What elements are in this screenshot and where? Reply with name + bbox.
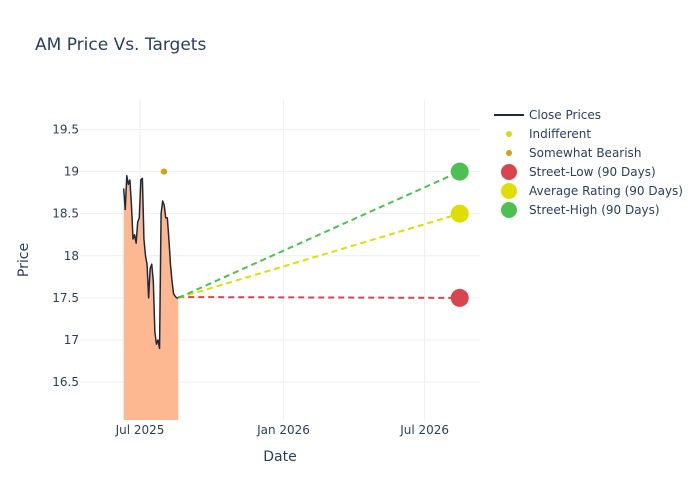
close-price-line: [122, 175, 179, 350]
y-tick-label: 18: [64, 249, 79, 263]
y-axis-label: Price: [16, 243, 32, 277]
y-tick-label: 19.5: [52, 122, 79, 136]
legend-somewhat-bearish-swatch: [506, 150, 512, 156]
street-high-target-line: [177, 170, 461, 299]
average-rating-target-marker: [450, 204, 469, 223]
y-tick-label: 18.5: [52, 207, 79, 221]
legend-average-rating-label: Average Rating (90 Days): [529, 184, 683, 198]
legend-street-high-swatch: [501, 202, 517, 218]
y-tick-label: 17.5: [52, 291, 79, 305]
legend-indifferent-label: Indifferent: [529, 127, 591, 141]
x-tick-label: Jan 2026: [256, 423, 310, 437]
x-tick-label: Jul 2025: [115, 423, 165, 437]
street-high-target-marker: [450, 162, 469, 181]
y-tick-label: 16.5: [52, 375, 79, 389]
y-axis-ticks: 16.5 17 17.5 18 18.5 19 19.5: [52, 122, 79, 389]
legend[interactable]: Close Prices Indifferent Somewhat Bearish S…: [494, 108, 683, 218]
street-low-target-marker: [450, 288, 469, 307]
street-low-target-line: [178, 296, 460, 299]
x-tick-label: Jul 2026: [399, 423, 449, 437]
legend-average-rating-swatch: [501, 183, 517, 199]
chart-title: AM Price Vs. Targets: [35, 35, 206, 55]
x-axis-ticks: Jul 2025 Jan 2026 Jul 2026: [115, 423, 449, 437]
somewhat-bearish-marker: [161, 168, 168, 175]
legend-close-prices-label: Close Prices: [529, 108, 601, 122]
legend-somewhat-bearish-label: Somewhat Bearish: [529, 146, 641, 160]
legend-street-high-label: Street-High (90 Days): [529, 203, 660, 217]
legend-street-low-label: Street-Low (90 Days): [529, 165, 656, 179]
legend-street-low-swatch: [501, 164, 517, 180]
plot-area: [122, 162, 469, 420]
legend-indifferent-swatch: [506, 131, 512, 137]
x-axis-label: Date: [263, 449, 296, 465]
y-tick-label: 17: [64, 333, 79, 347]
average-rating-target-line: [177, 212, 461, 299]
y-tick-label: 19: [64, 165, 79, 179]
